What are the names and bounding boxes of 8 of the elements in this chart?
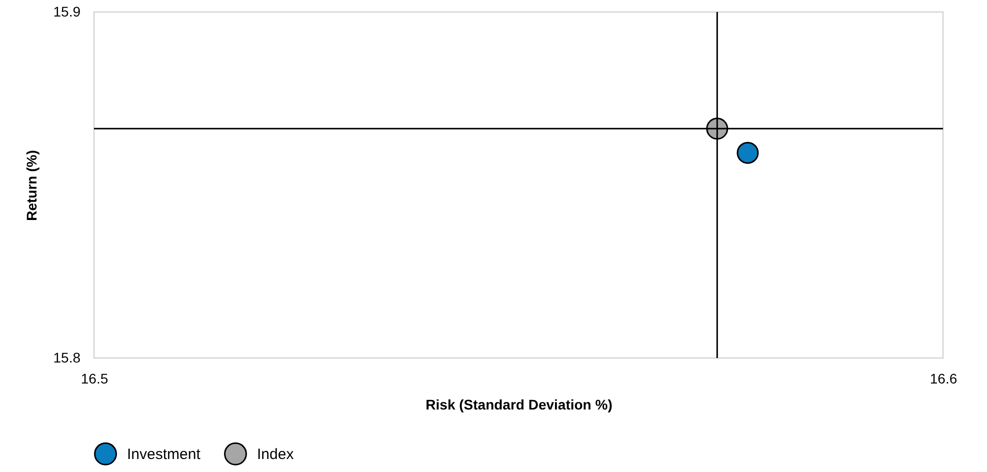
x-axis-title: Risk (Standard Deviation %) [426,396,612,412]
legend-label: Investment [127,446,202,463]
y-tick-label: 15.9 [53,4,81,20]
y-axis-title: Return (%) [23,150,40,221]
y-tick-label: 15.8 [53,350,81,366]
x-tick-label: 16.6 [930,370,958,386]
x-tick-label: 16.5 [80,370,108,386]
legend-label: Index [257,446,294,463]
